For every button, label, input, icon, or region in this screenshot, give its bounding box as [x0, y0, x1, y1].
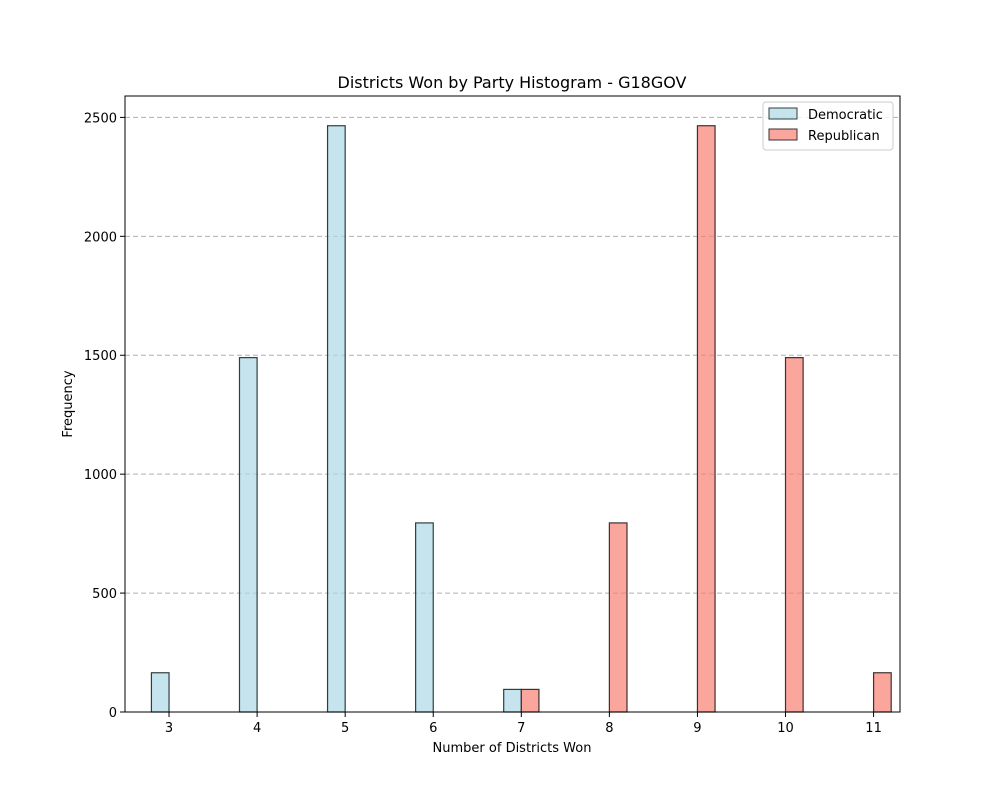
- bar-democratic: [503, 688, 522, 713]
- x-tick-label: 3: [165, 721, 173, 736]
- x-tick-label: 4: [253, 721, 261, 736]
- x-tick-label: 8: [605, 721, 613, 736]
- x-tick-label: 6: [429, 721, 437, 736]
- y-tick-label: 0: [109, 706, 117, 721]
- chart-title: Districts Won by Party Histogram - G18GO…: [338, 73, 687, 92]
- bar-republican: [696, 125, 716, 713]
- y-tick-label: 2500: [84, 111, 117, 126]
- bar-republican: [520, 688, 540, 713]
- legend-label-democratic: Democratic: [808, 108, 883, 123]
- legend-swatch-democratic: [768, 107, 798, 120]
- y-tick-label: 500: [92, 587, 117, 602]
- legend-swatch-republican: [768, 128, 798, 141]
- x-tick-label: 7: [517, 721, 525, 736]
- bar-democratic: [150, 672, 170, 713]
- bar-democratic: [415, 522, 434, 713]
- bar-republican: [784, 357, 804, 713]
- x-tick-label: 10: [777, 721, 794, 736]
- y-tick-label: 2000: [84, 230, 117, 245]
- plot-frame: [124, 95, 901, 713]
- y-tick-label: 1000: [84, 468, 117, 483]
- bars: [150, 125, 892, 713]
- legend-label-republican: Republican: [808, 129, 880, 144]
- x-tick-label: 11: [865, 721, 882, 736]
- y-tick-label: 1500: [84, 349, 117, 364]
- y-axis-title: Frequency: [61, 370, 76, 437]
- x-axis-title: Number of Districts Won: [433, 741, 592, 756]
- bar-republican: [872, 672, 892, 713]
- bar-democratic: [326, 125, 346, 713]
- bar-democratic: [238, 357, 258, 713]
- x-tick-label: 9: [693, 721, 701, 736]
- x-tick-label: 5: [341, 721, 349, 736]
- legend: Democratic Republican: [762, 101, 894, 151]
- bar-republican: [608, 522, 628, 713]
- y-axis-ticks: 0 500 1000 1500 2000 2500: [84, 111, 125, 721]
- x-axis-ticks: 3 4 5 6 7 8 9 10 11: [165, 712, 882, 736]
